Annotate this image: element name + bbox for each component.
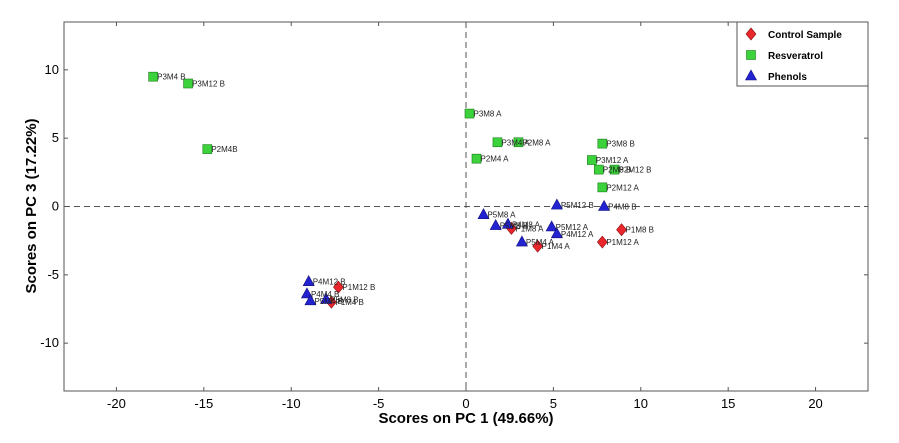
point-label: P5M12 A	[556, 223, 589, 232]
legend-label: Control Sample	[768, 30, 842, 41]
point-label: P2M12 B	[619, 166, 652, 175]
triangle-marker	[300, 287, 313, 299]
y-tick-label: -10	[40, 335, 59, 350]
square-marker	[513, 137, 524, 148]
axis-ticks: -20 -15 -10 -5 0 5 10 15 20 -10 -5 0 5 10	[40, 22, 868, 411]
point-label: P1M8 A	[515, 224, 544, 233]
point-label: P4M8 A	[512, 220, 541, 229]
square-marker	[183, 78, 193, 89]
point-label: P1M12 A	[606, 238, 639, 247]
square-marker	[587, 155, 597, 165]
diamond-marker	[616, 223, 627, 237]
data-points	[148, 71, 627, 309]
legend-label: Resveratrol	[768, 51, 823, 62]
point-label: P2M8 A	[522, 138, 551, 147]
triangle-marker	[515, 235, 528, 247]
point-label: P3M12 B	[192, 80, 225, 89]
point-label: P4M12 A	[561, 230, 594, 239]
triangle-marker	[550, 198, 563, 210]
point-label: P4M8 B	[608, 203, 636, 212]
triangle-marker	[489, 219, 502, 230]
triangle-marker	[477, 208, 490, 219]
square-marker	[148, 71, 158, 82]
square-marker	[594, 164, 604, 175]
x-tick-label: -20	[107, 396, 126, 411]
x-tick-label: 5	[550, 396, 557, 411]
point-label: P2M12 A	[606, 183, 639, 192]
triangle-marker	[545, 220, 558, 232]
y-axis-title: Scores on PC 3 (17.22%)	[23, 118, 40, 293]
square-marker	[471, 153, 482, 164]
diamond-marker	[333, 280, 344, 294]
triangle-marker	[304, 294, 317, 306]
x-tick-label: -15	[194, 396, 213, 411]
square-marker	[202, 144, 213, 154]
y-tick-label: 0	[52, 199, 59, 214]
x-tick-label: 0	[462, 396, 469, 411]
legend: Control Sample Resveratrol Phenols	[736, 21, 869, 87]
legend-label: Phenols	[768, 72, 807, 83]
point-label: P1M4 B	[335, 298, 363, 307]
point-label: P5M12 B	[561, 201, 594, 210]
point-label: P3M12 A	[596, 156, 629, 165]
x-tick-label: -5	[373, 396, 385, 411]
point-label: P4M4 B	[311, 290, 339, 299]
point-label: P5M4 A	[526, 238, 555, 247]
point-label: P1M8 B	[626, 226, 654, 235]
diamond-marker	[532, 239, 544, 253]
y-tick-label: 10	[45, 62, 59, 77]
point-label: P3M4 B	[157, 73, 185, 82]
square-marker	[492, 137, 503, 148]
triangle-marker	[598, 199, 611, 211]
point-label: P3M8 B	[606, 140, 634, 149]
square-marker	[609, 164, 620, 175]
diamond-marker	[596, 235, 608, 249]
point-label: P4M12 B	[313, 278, 346, 287]
x-tick-label: -10	[282, 396, 301, 411]
legend-square-marker	[746, 50, 756, 60]
triangle-marker	[501, 217, 514, 229]
point-label: P5M8 B	[500, 222, 528, 231]
x-tick-label: 15	[721, 396, 735, 411]
legend-box	[736, 21, 869, 87]
point-label: P1M12 B	[342, 283, 375, 292]
point-label: P3M4 A	[501, 138, 530, 147]
legend-triangle-marker	[744, 69, 758, 81]
x-tick-label: 10	[634, 396, 648, 411]
point-label: P3M8 A	[473, 110, 502, 119]
square-marker	[464, 108, 475, 119]
point-label: P2M4B	[211, 145, 237, 154]
point-label: P5M8 A	[487, 211, 516, 220]
point-label: P2M8 B	[603, 166, 631, 175]
triangle-marker	[550, 227, 563, 239]
y-tick-label: -5	[47, 267, 59, 282]
legend-diamond-marker	[745, 27, 757, 41]
square-marker	[597, 138, 608, 149]
y-tick-label: 5	[52, 130, 59, 145]
square-marker	[597, 182, 608, 193]
point-label: P1M4 A	[542, 242, 571, 251]
triangle-marker	[320, 292, 333, 304]
zero-lines	[64, 22, 868, 391]
point-labels: P1M8 B P1M12 A P1M4 A P1M8 A P1M12 B P1M4 B P3…	[157, 73, 654, 307]
point-label: P5M8 B	[330, 295, 358, 304]
x-axis-title: Scores on PC 1 (49.66%)	[378, 410, 553, 427]
triangle-marker	[302, 275, 315, 286]
point-label: P2M4 A	[480, 155, 509, 164]
x-tick-label: 20	[808, 396, 822, 411]
point-label: P5M4 B	[314, 297, 342, 306]
